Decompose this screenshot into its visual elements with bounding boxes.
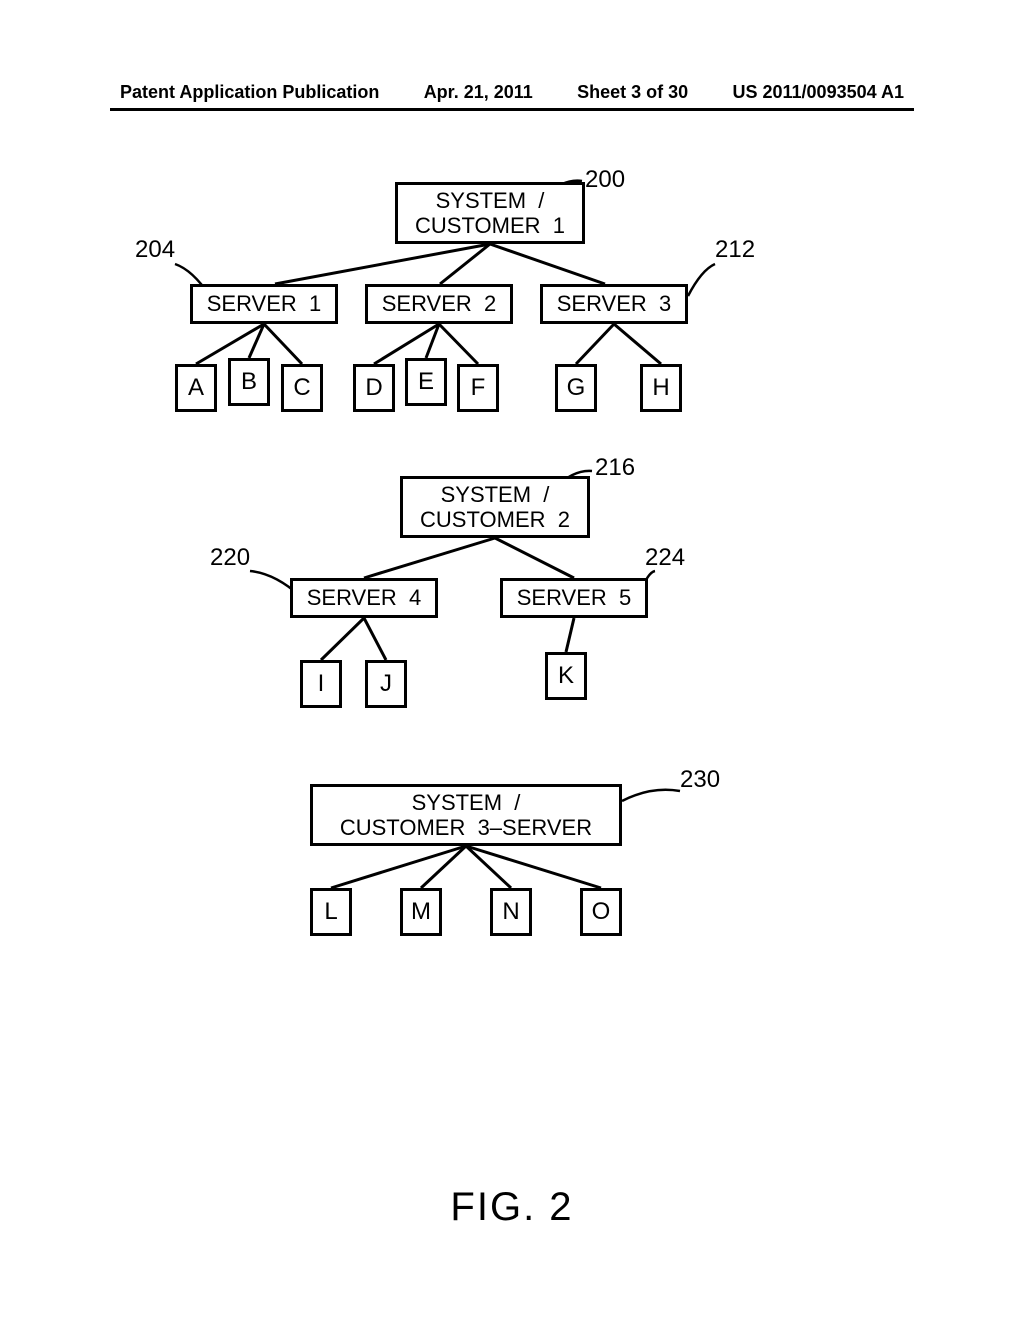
leaf-a: A (175, 364, 217, 412)
ref-204: 204 (135, 236, 175, 264)
node-system-customer-2: SYSTEM / CUSTOMER 2 (400, 476, 590, 538)
leaf-h: H (640, 364, 682, 412)
leaf-e: E (405, 358, 447, 406)
header-pubno: US 2011/0093504 A1 (732, 82, 903, 103)
ref-224: 224 (645, 544, 685, 572)
node-system-customer-3-server: SYSTEM / CUSTOMER 3–SERVER (310, 784, 622, 846)
header-date: Apr. 21, 2011 (424, 82, 533, 103)
leaf-g: G (555, 364, 597, 412)
ref-212: 212 (715, 236, 755, 264)
leaf-i: I (300, 660, 342, 708)
leaf-f: F (457, 364, 499, 412)
header-left: Patent Application Publication (120, 82, 379, 103)
ref-220: 220 (210, 544, 250, 572)
leaf-d: D (353, 364, 395, 412)
leaf-l: L (310, 888, 352, 936)
header-rule (110, 108, 914, 111)
node-server-5: SERVER 5 (500, 578, 648, 618)
leaf-k: K (545, 652, 587, 700)
diagram-area: SYSTEM / CUSTOMER 1 SERVER 1 SERVER 2 SE… (0, 136, 1024, 1156)
node-server-2: SERVER 2 (365, 284, 513, 324)
figure-caption: FIG. 2 (0, 1185, 1024, 1230)
node-server-4: SERVER 4 (290, 578, 438, 618)
leaf-b: B (228, 358, 270, 406)
leaf-m: M (400, 888, 442, 936)
leaf-c: C (281, 364, 323, 412)
page-header: Patent Application Publication Apr. 21, … (0, 82, 1024, 103)
leaf-n: N (490, 888, 532, 936)
node-server-1: SERVER 1 (190, 284, 338, 324)
ref-230: 230 (680, 766, 720, 794)
ref-216: 216 (595, 454, 635, 482)
node-system-customer-1: SYSTEM / CUSTOMER 1 (395, 182, 585, 244)
header-sheet: Sheet 3 of 30 (577, 82, 688, 103)
node-server-3: SERVER 3 (540, 284, 688, 324)
leaf-j: J (365, 660, 407, 708)
leaf-o: O (580, 888, 622, 936)
ref-200: 200 (585, 166, 625, 194)
